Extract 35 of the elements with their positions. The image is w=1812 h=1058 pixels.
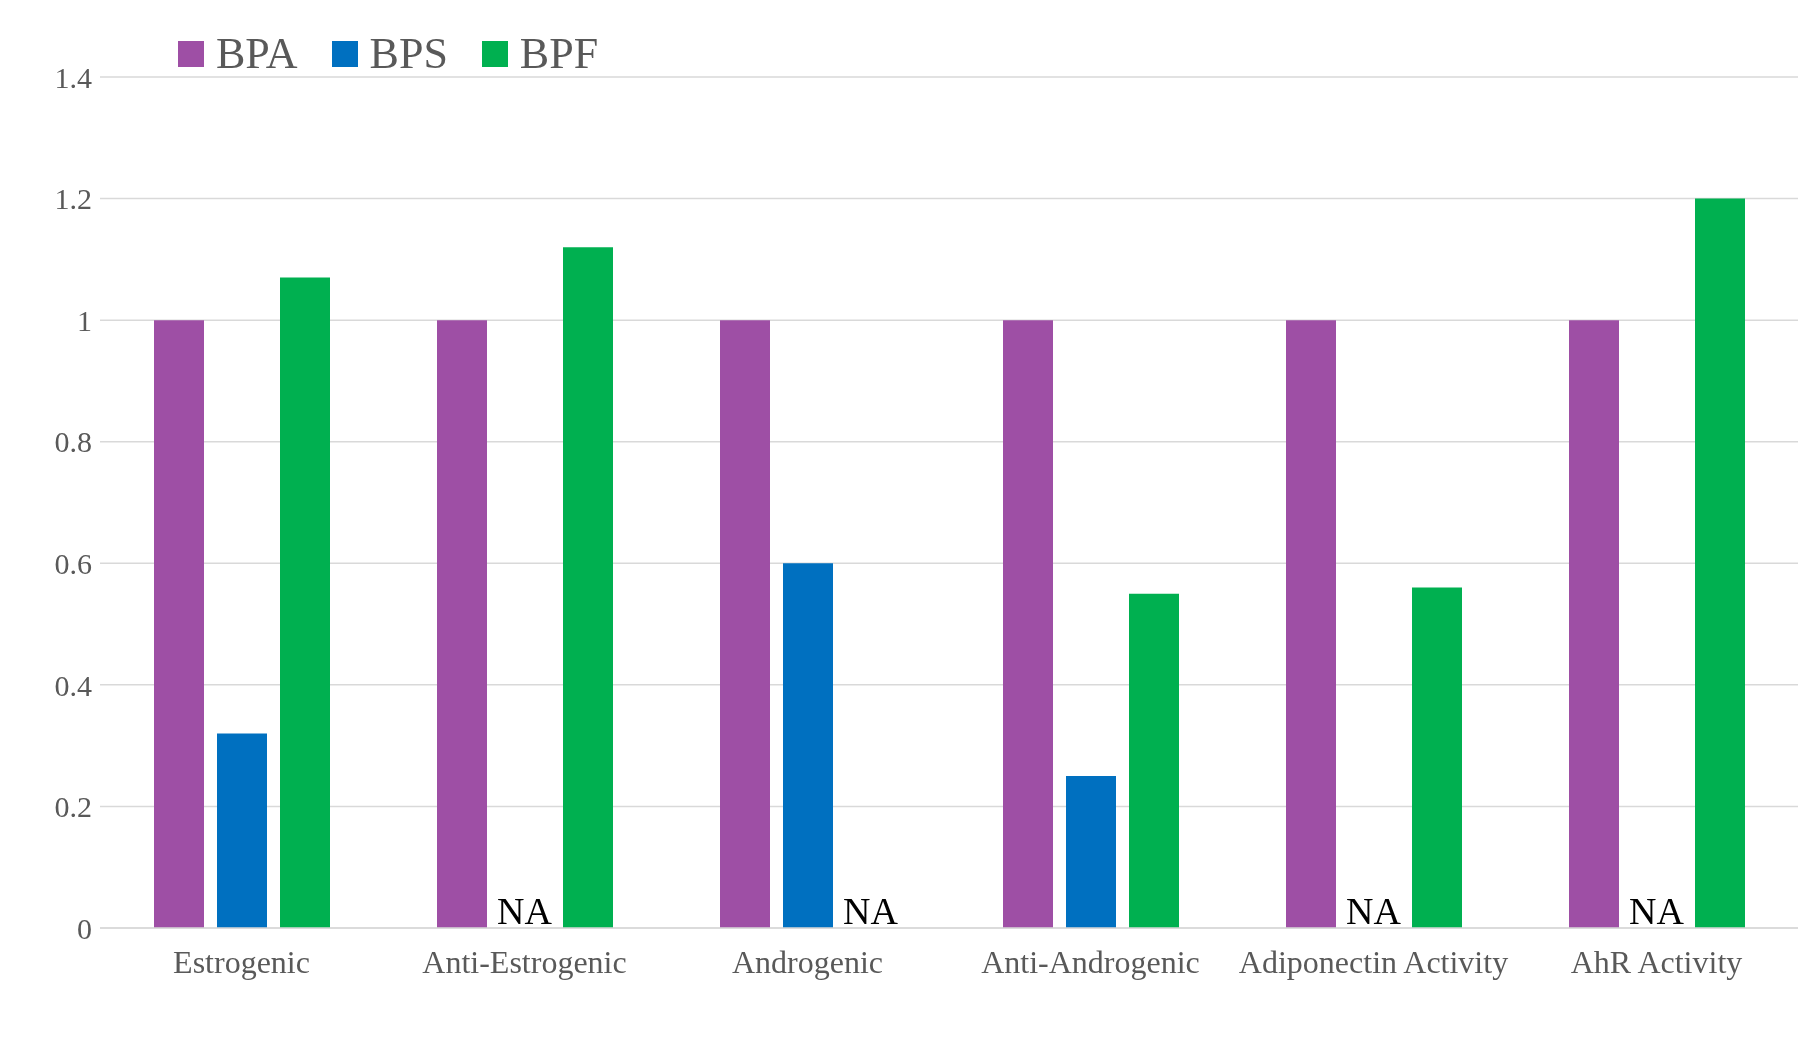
annotation: NA	[497, 890, 553, 932]
bar	[1569, 320, 1619, 928]
bar	[280, 277, 330, 928]
y-tick-label: 0.8	[54, 425, 92, 459]
y-tick-label: 0	[77, 911, 92, 945]
y-tick-label: 0.6	[54, 546, 92, 580]
bar	[217, 733, 267, 928]
bar	[1286, 320, 1336, 928]
x-tick-label: Anti-Androgenic	[981, 943, 1200, 980]
x-tick-label: Adiponectin Activity	[1238, 943, 1509, 980]
bar	[154, 320, 204, 928]
bar	[1412, 587, 1462, 928]
y-tick-label: 1.4	[54, 60, 92, 94]
bar	[563, 247, 613, 928]
bar	[1695, 198, 1745, 928]
legend-label: BPF	[519, 28, 599, 79]
x-tick-label: Estrogenic	[173, 943, 310, 980]
x-tick-label: Anti-Estrogenic	[422, 943, 627, 980]
bar	[1003, 320, 1053, 928]
bar	[783, 563, 833, 928]
y-tick-label: 0.4	[54, 668, 92, 702]
y-tick-label: 1.2	[54, 182, 92, 216]
annotation: NA	[1346, 890, 1402, 932]
x-tick-label: AhR Activity	[1570, 943, 1743, 980]
legend-label: BPS	[369, 28, 448, 79]
bar	[437, 320, 487, 928]
legend-label: BPA	[216, 28, 298, 79]
annotation: NA	[1629, 890, 1685, 932]
y-tick-label: 0.2	[54, 790, 92, 824]
x-tick-label: Androgenic	[731, 943, 884, 980]
bar	[720, 320, 770, 928]
annotation: NA	[843, 890, 899, 932]
y-tick-label: 1	[77, 303, 92, 337]
bar	[1129, 593, 1179, 928]
bar	[1066, 776, 1116, 928]
